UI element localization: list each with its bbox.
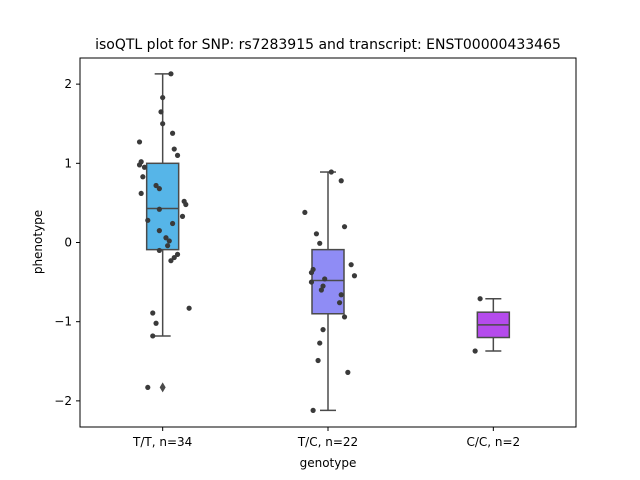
y-tick-label-2: 0 [64, 236, 72, 250]
data-point-0-18 [179, 213, 186, 219]
data-point-1-10 [322, 276, 328, 282]
box-group-1 [302, 169, 358, 413]
data-point-1-21 [310, 407, 316, 413]
box-0 [145, 162, 180, 251]
data-point-0-12 [153, 182, 159, 189]
x-tick-label-1: T/C, n=22 [297, 435, 358, 449]
data-point-0-11 [140, 174, 146, 180]
data-point-0-29 [186, 305, 192, 311]
data-point-0-7 [174, 152, 181, 158]
data-point-1-11 [308, 279, 315, 285]
data-point-0-33 [145, 384, 151, 391]
data-point-1-1 [338, 178, 344, 184]
x-axis-label: genotype [300, 456, 357, 470]
data-point-0-0 [168, 71, 174, 77]
data-point-0-24 [165, 243, 171, 249]
data-point-0-4 [169, 130, 176, 136]
x-tick-label-2: C/C, n=2 [466, 435, 520, 449]
data-point-1-15 [336, 300, 343, 306]
data-point-1-9 [351, 273, 358, 279]
data-point-1-19 [315, 357, 321, 364]
data-point-0-31 [153, 320, 159, 326]
data-point-1-12 [320, 283, 326, 289]
data-point-1-4 [313, 231, 320, 237]
data-point-0-10 [141, 164, 148, 170]
data-point-0-16 [183, 201, 189, 208]
data-point-1-6 [348, 262, 354, 268]
data-point-0-32 [150, 333, 156, 339]
y-tick-label-4: 2 [64, 77, 72, 91]
data-point-0-1 [160, 94, 166, 101]
data-point-0-5 [136, 139, 143, 145]
data-point-0-13 [156, 186, 162, 192]
y-tick-label-3: 1 [64, 156, 72, 170]
data-point-1-8 [308, 269, 315, 276]
data-point-0-23 [166, 238, 172, 244]
data-point-1-5 [317, 240, 323, 246]
data-point-0-17 [156, 206, 162, 212]
data-point-2-1 [472, 348, 478, 354]
data-point-0-26 [174, 251, 181, 257]
data-point-0-25 [156, 247, 162, 254]
data-point-1-14 [338, 292, 344, 298]
y-axis: −2 −1 0 1 2 [54, 77, 80, 408]
y-axis-label: phenotype [31, 210, 45, 274]
data-point-1-17 [320, 327, 326, 333]
box-group-2 [472, 296, 511, 354]
data-point-2-0 [477, 296, 483, 302]
data-point-1-13 [318, 287, 324, 293]
data-point-0-20 [169, 220, 176, 227]
plot-area [136, 71, 511, 413]
data-point-1-3 [341, 224, 348, 230]
data-point-0-6 [171, 146, 177, 152]
x-axis: T/T, n=34 T/C, n=22 C/C, n=2 [132, 427, 520, 449]
data-point-0-19 [145, 217, 151, 223]
data-point-0-14 [138, 190, 144, 197]
box-group-0 [136, 71, 192, 393]
data-point-1-16 [341, 314, 348, 320]
data-point-0-28 [168, 258, 174, 264]
y-tick-label-0: −2 [54, 394, 72, 408]
data-point-0-21 [156, 228, 162, 234]
outlier-0-0 [159, 382, 166, 393]
x-tick-label-0: T/T, n=34 [132, 435, 192, 449]
data-point-1-0 [328, 169, 334, 175]
data-point-0-2 [158, 109, 164, 115]
data-point-0-3 [160, 121, 166, 127]
chart-title: isoQTL plot for SNP: rs7283915 and trans… [95, 37, 561, 53]
y-tick-label-1: −1 [54, 315, 72, 329]
data-point-0-27 [171, 254, 177, 261]
data-point-0-9 [136, 162, 143, 168]
data-point-1-2 [302, 209, 308, 216]
data-point-0-22 [163, 235, 169, 241]
data-point-1-20 [345, 369, 351, 375]
data-point-1-18 [317, 340, 323, 346]
data-point-0-30 [150, 310, 156, 316]
